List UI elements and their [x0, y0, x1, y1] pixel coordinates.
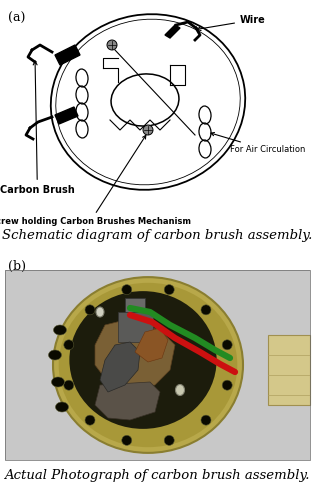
- Ellipse shape: [201, 305, 211, 315]
- Ellipse shape: [64, 380, 74, 390]
- Ellipse shape: [164, 284, 174, 294]
- Polygon shape: [95, 382, 160, 420]
- Polygon shape: [100, 342, 140, 392]
- Text: Actual Photograph of carbon brush assembly.: Actual Photograph of carbon brush assemb…: [4, 469, 310, 482]
- Ellipse shape: [222, 380, 232, 390]
- Text: (a): (a): [8, 12, 26, 25]
- Text: (b): (b): [8, 260, 26, 273]
- Ellipse shape: [51, 377, 65, 387]
- Bar: [268, 335, 310, 405]
- Ellipse shape: [175, 384, 185, 396]
- Ellipse shape: [51, 14, 245, 190]
- Ellipse shape: [107, 40, 117, 50]
- Text: For Air Circulation: For Air Circulation: [211, 132, 305, 154]
- Polygon shape: [55, 45, 80, 65]
- Bar: [118, 312, 153, 342]
- Ellipse shape: [85, 415, 95, 425]
- Ellipse shape: [49, 350, 61, 360]
- Polygon shape: [165, 25, 180, 38]
- Ellipse shape: [122, 284, 132, 294]
- Ellipse shape: [96, 307, 104, 317]
- Polygon shape: [55, 107, 78, 124]
- Polygon shape: [135, 328, 168, 362]
- Ellipse shape: [164, 436, 174, 446]
- Ellipse shape: [85, 305, 95, 315]
- Ellipse shape: [59, 283, 237, 447]
- Ellipse shape: [55, 402, 68, 412]
- Ellipse shape: [53, 277, 243, 453]
- Text: Carbon Brush: Carbon Brush: [0, 61, 75, 195]
- Ellipse shape: [54, 325, 66, 335]
- Ellipse shape: [143, 125, 153, 135]
- Ellipse shape: [122, 436, 132, 446]
- Bar: [5, 270, 310, 460]
- Text: Screw holding Carbon Brushes Mechanism: Screw holding Carbon Brushes Mechanism: [0, 136, 191, 226]
- Ellipse shape: [201, 415, 211, 425]
- Text: Schematic diagram of carbon brush assembly.: Schematic diagram of carbon brush assemb…: [2, 229, 312, 242]
- Text: Wire: Wire: [197, 15, 266, 30]
- Ellipse shape: [69, 291, 217, 429]
- Ellipse shape: [222, 340, 232, 350]
- Bar: [5, 270, 310, 460]
- Polygon shape: [95, 320, 175, 390]
- Bar: [125, 298, 145, 312]
- Ellipse shape: [64, 340, 74, 350]
